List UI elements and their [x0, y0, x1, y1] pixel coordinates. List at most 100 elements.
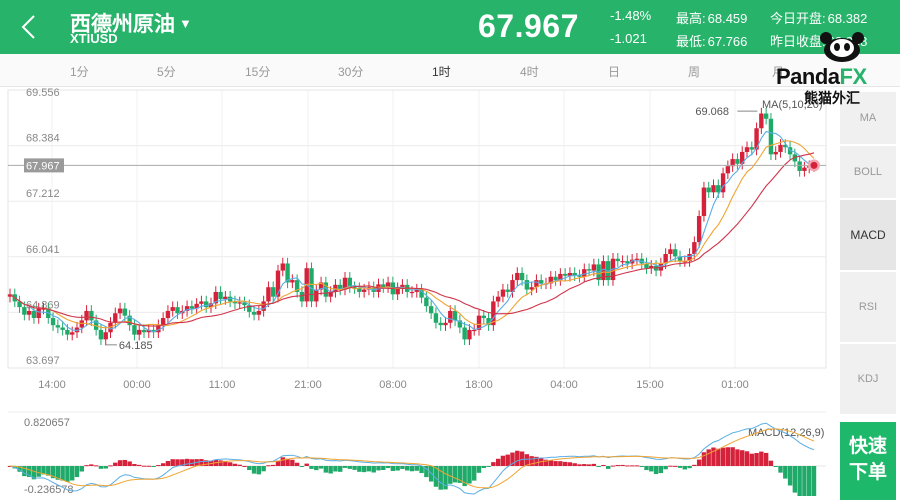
macd-bar — [218, 460, 223, 466]
candle — [692, 242, 697, 254]
macd-bar — [227, 462, 233, 466]
indicator-boll[interactable]: BOLL — [840, 146, 896, 199]
macd-bar — [55, 466, 61, 480]
tab-week[interactable]: 周 — [688, 65, 701, 79]
indicator-rsi[interactable]: RSI — [840, 272, 896, 343]
candle — [26, 310, 32, 315]
macd-bar — [89, 464, 94, 466]
macd-bar — [615, 465, 620, 467]
indicator-kdj[interactable]: KDJ — [840, 344, 896, 415]
candle — [160, 318, 166, 326]
macd-bar — [787, 466, 793, 486]
candle — [419, 289, 424, 298]
x-tick-label: 15:00 — [636, 379, 664, 391]
instrument-title[interactable]: 西德州原油 ▼ — [70, 13, 192, 36]
macd-bar — [70, 466, 75, 481]
candle — [510, 280, 515, 292]
candle — [22, 307, 27, 315]
indicator-macd[interactable]: MACD — [840, 200, 896, 271]
macd-bar — [26, 466, 32, 477]
tab-5m[interactable]: 5分 — [157, 65, 176, 79]
candle — [338, 284, 343, 290]
price-chart[interactable]: 69.55668.38467.21266.04164.86963.69767.9… — [0, 86, 840, 500]
candle — [199, 301, 204, 304]
macd-bar — [366, 466, 372, 472]
macd-bar — [395, 466, 400, 471]
macd-bar — [141, 465, 147, 467]
macd-bar — [534, 456, 539, 466]
macd-bar — [778, 466, 783, 473]
candle — [558, 273, 563, 281]
candle — [663, 253, 668, 264]
tab-day[interactable]: 日 — [608, 65, 621, 79]
macd-bar — [333, 466, 338, 472]
candle — [730, 159, 735, 167]
tab-4h[interactable]: 4时 — [520, 65, 539, 79]
candle — [668, 249, 673, 254]
candle — [223, 296, 228, 300]
candle — [184, 306, 190, 311]
candle — [711, 185, 716, 193]
tab-15m[interactable]: 15分 — [245, 65, 271, 79]
tab-month[interactable]: 月 — [772, 65, 785, 79]
open-stat: 今日开盘: 68.382 — [770, 8, 867, 27]
candle — [7, 294, 13, 297]
candle — [227, 296, 233, 302]
macd-bar — [711, 447, 716, 466]
macd-bar — [448, 466, 453, 484]
candle — [749, 147, 754, 150]
candle — [534, 280, 539, 288]
macd-bar — [505, 454, 510, 466]
macd-bar — [529, 456, 534, 466]
candle — [242, 302, 247, 306]
candle — [132, 325, 137, 335]
macd-bar — [342, 466, 348, 468]
tab-1m[interactable]: 1分 — [70, 65, 89, 79]
brand-text: PandaFX — [776, 64, 867, 89]
back-arrow-icon[interactable] — [14, 10, 48, 44]
candle — [706, 187, 711, 193]
indicator-ma[interactable]: MA — [840, 92, 896, 145]
y-tick-label: 63.697 — [26, 355, 60, 367]
candle — [342, 277, 348, 290]
macd-bar — [606, 466, 611, 469]
candle — [151, 329, 156, 333]
candle — [634, 258, 640, 260]
quick-order-button[interactable]: 快速 下单 — [840, 422, 896, 500]
macd-bar — [180, 459, 185, 466]
panda-icon — [820, 32, 864, 62]
ma20-line — [9, 152, 815, 327]
candle — [428, 306, 434, 314]
candle — [395, 288, 400, 295]
macd-bar — [108, 465, 113, 467]
tab-30m[interactable]: 30分 — [338, 65, 364, 79]
macd-bar — [79, 466, 84, 472]
candle — [113, 313, 118, 323]
timeframe-tabs: 1分 5分 15分 30分 1时 4时 日 周 月 — [0, 54, 900, 87]
macd-bar — [50, 466, 56, 479]
candle — [424, 297, 429, 307]
candle — [472, 329, 477, 332]
macd-bar — [275, 460, 281, 466]
candle — [328, 291, 333, 297]
macd-bar — [84, 465, 89, 467]
macd-bar — [347, 466, 352, 469]
candle — [122, 308, 128, 316]
tab-1h[interactable]: 1时 — [432, 65, 451, 79]
macd-bar — [405, 466, 410, 471]
candle — [567, 272, 573, 276]
candle — [582, 269, 587, 277]
macd-bar — [304, 463, 309, 466]
candle — [165, 310, 171, 319]
macd-tick-top: 0.820657 — [24, 417, 70, 429]
dropdown-arrow-icon: ▼ — [179, 16, 192, 31]
macd-bar — [414, 466, 419, 471]
candle — [175, 307, 180, 314]
macd-bar — [156, 465, 161, 467]
macd-bar — [290, 459, 295, 466]
macd-bar — [294, 462, 300, 466]
quick-order-line1: 快速 — [848, 436, 887, 457]
y-tick-label: 67.212 — [26, 188, 60, 200]
candle — [400, 284, 405, 289]
change-percent: -1.48% — [610, 8, 652, 23]
